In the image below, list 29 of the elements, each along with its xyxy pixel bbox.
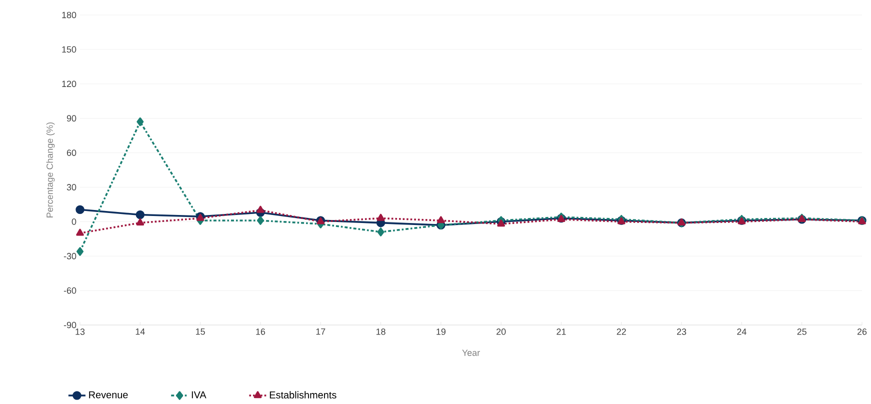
x-tick-label: 13 xyxy=(76,328,85,335)
legend-label: Revenue xyxy=(89,391,128,398)
y-tick-label: -90 xyxy=(64,322,76,328)
x-tick-label: 18 xyxy=(376,328,386,335)
y-tick-label: 30 xyxy=(66,184,76,190)
x-tick-label: 15 xyxy=(196,328,205,335)
y-tick-label: 0 xyxy=(72,218,76,225)
y-tick-label: 90 xyxy=(66,115,76,122)
x-tick-label: 16 xyxy=(256,328,266,335)
x-tick-label: 24 xyxy=(737,328,746,335)
legend-label: IVA xyxy=(192,391,206,398)
x-tick-label: 19 xyxy=(436,328,446,335)
y-tick-label: 150 xyxy=(62,46,76,53)
x-tick-label: 26 xyxy=(857,328,867,335)
x-tick-label: 20 xyxy=(496,328,506,335)
x-tick-label: 22 xyxy=(616,328,626,335)
x-tick-label: 17 xyxy=(316,328,326,335)
x-axis-title: Year xyxy=(462,350,480,356)
y-axis-title: Percentage Change (%) xyxy=(46,122,55,218)
x-tick-label: 14 xyxy=(136,328,145,335)
x-tick-label: 25 xyxy=(797,328,806,335)
legend-label: Establishments xyxy=(270,391,336,399)
y-tick-label: -30 xyxy=(64,252,76,260)
y-tick-label: 180 xyxy=(62,12,76,18)
x-tick-label: 23 xyxy=(677,328,686,335)
y-tick-label: 60 xyxy=(66,150,76,156)
y-tick-label: -60 xyxy=(64,287,76,294)
x-tick-label: 21 xyxy=(556,328,566,335)
y-tick-label: 120 xyxy=(62,80,76,88)
